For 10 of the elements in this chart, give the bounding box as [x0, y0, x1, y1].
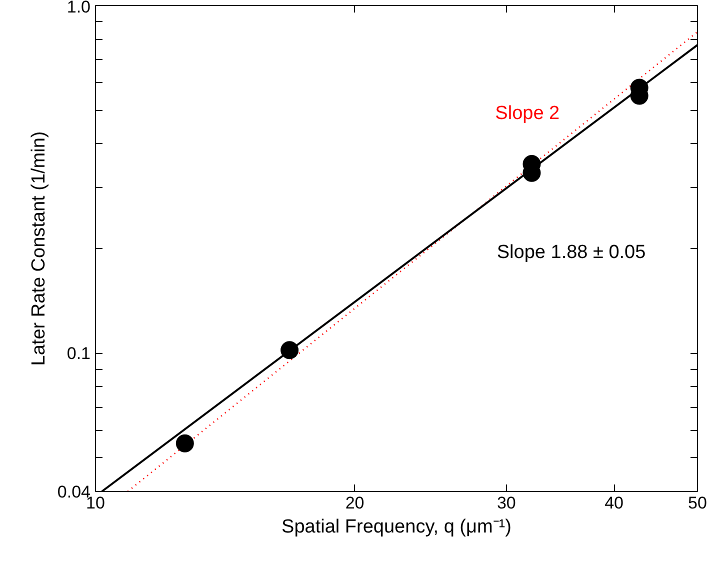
x-tick-label: 30 [496, 494, 516, 512]
x-tick-label: 50 [688, 494, 707, 512]
x-tick-label: 20 [345, 494, 364, 512]
legend-label: Slope 1.88 ± 0.05 [496, 242, 646, 263]
y-axis-title: Later Rate Constant (1/min) [28, 131, 50, 366]
y-tick-label: 1.0 [66, 0, 91, 16]
x-tick-label: 40 [604, 494, 624, 512]
x-axis-title: Spatial Frequency, q (μm⁻¹) [282, 516, 512, 538]
y-tick-label: 0.1 [66, 344, 91, 364]
series-label: Slope 2 [495, 102, 560, 124]
